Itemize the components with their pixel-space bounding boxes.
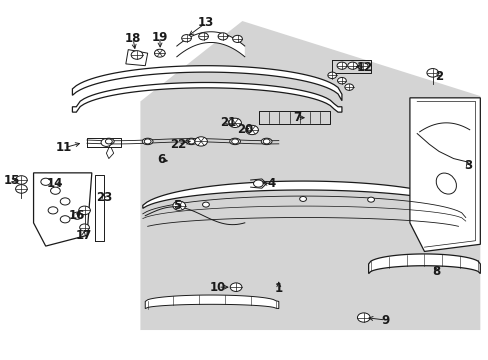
- Circle shape: [48, 207, 58, 214]
- Ellipse shape: [103, 138, 114, 145]
- Text: 11: 11: [56, 141, 72, 154]
- Polygon shape: [409, 98, 479, 251]
- Circle shape: [218, 33, 227, 40]
- Text: 4: 4: [267, 177, 275, 190]
- Circle shape: [344, 84, 353, 90]
- Circle shape: [60, 198, 70, 205]
- Ellipse shape: [185, 138, 196, 145]
- Circle shape: [154, 49, 165, 57]
- Text: 14: 14: [46, 177, 62, 190]
- Ellipse shape: [435, 173, 455, 194]
- Polygon shape: [72, 66, 341, 101]
- Circle shape: [187, 139, 194, 144]
- Circle shape: [347, 62, 357, 69]
- Text: 6: 6: [157, 153, 165, 166]
- Text: 16: 16: [69, 209, 85, 222]
- Circle shape: [60, 216, 70, 223]
- Circle shape: [253, 180, 263, 187]
- Circle shape: [79, 206, 90, 215]
- Circle shape: [194, 137, 207, 146]
- Polygon shape: [142, 181, 465, 212]
- Circle shape: [173, 201, 185, 210]
- Circle shape: [80, 224, 89, 231]
- Circle shape: [358, 63, 367, 70]
- Circle shape: [182, 35, 191, 42]
- Circle shape: [41, 178, 50, 185]
- Circle shape: [357, 313, 369, 322]
- Text: 10: 10: [209, 281, 226, 294]
- Circle shape: [50, 187, 60, 194]
- Circle shape: [72, 212, 82, 219]
- Circle shape: [245, 125, 258, 135]
- Circle shape: [16, 185, 27, 193]
- Circle shape: [337, 77, 346, 84]
- Text: 5: 5: [172, 198, 181, 212]
- Circle shape: [16, 176, 27, 184]
- Text: 12: 12: [356, 61, 373, 74]
- Ellipse shape: [261, 138, 271, 145]
- Circle shape: [228, 118, 241, 127]
- Text: 18: 18: [124, 32, 141, 45]
- Circle shape: [198, 33, 208, 40]
- Text: 19: 19: [151, 31, 168, 44]
- Text: 21: 21: [219, 116, 235, 129]
- Polygon shape: [34, 173, 92, 246]
- Text: 23: 23: [96, 192, 112, 204]
- Ellipse shape: [229, 138, 240, 145]
- Circle shape: [131, 51, 142, 59]
- Circle shape: [327, 72, 336, 78]
- Circle shape: [299, 197, 306, 202]
- Circle shape: [263, 139, 269, 144]
- Text: 2: 2: [434, 70, 442, 83]
- Text: 9: 9: [381, 314, 389, 327]
- Text: 15: 15: [3, 174, 20, 186]
- Polygon shape: [368, 254, 479, 274]
- Ellipse shape: [142, 138, 153, 145]
- Circle shape: [202, 202, 209, 207]
- Polygon shape: [140, 21, 479, 330]
- Circle shape: [230, 283, 242, 292]
- Polygon shape: [72, 82, 341, 112]
- Circle shape: [144, 139, 151, 144]
- Text: 3: 3: [463, 159, 471, 172]
- Circle shape: [336, 62, 346, 69]
- Text: 13: 13: [198, 16, 214, 29]
- Polygon shape: [125, 50, 147, 66]
- Polygon shape: [145, 295, 278, 309]
- Circle shape: [231, 139, 238, 144]
- Circle shape: [232, 35, 242, 42]
- Text: 8: 8: [431, 265, 440, 278]
- Circle shape: [367, 197, 374, 202]
- Text: 7: 7: [293, 111, 301, 124]
- Circle shape: [101, 139, 112, 147]
- Circle shape: [426, 68, 438, 77]
- Text: 20: 20: [236, 123, 252, 136]
- Text: 1: 1: [274, 283, 282, 296]
- Text: 17: 17: [75, 229, 92, 242]
- Circle shape: [105, 139, 112, 144]
- Text: 22: 22: [170, 138, 186, 151]
